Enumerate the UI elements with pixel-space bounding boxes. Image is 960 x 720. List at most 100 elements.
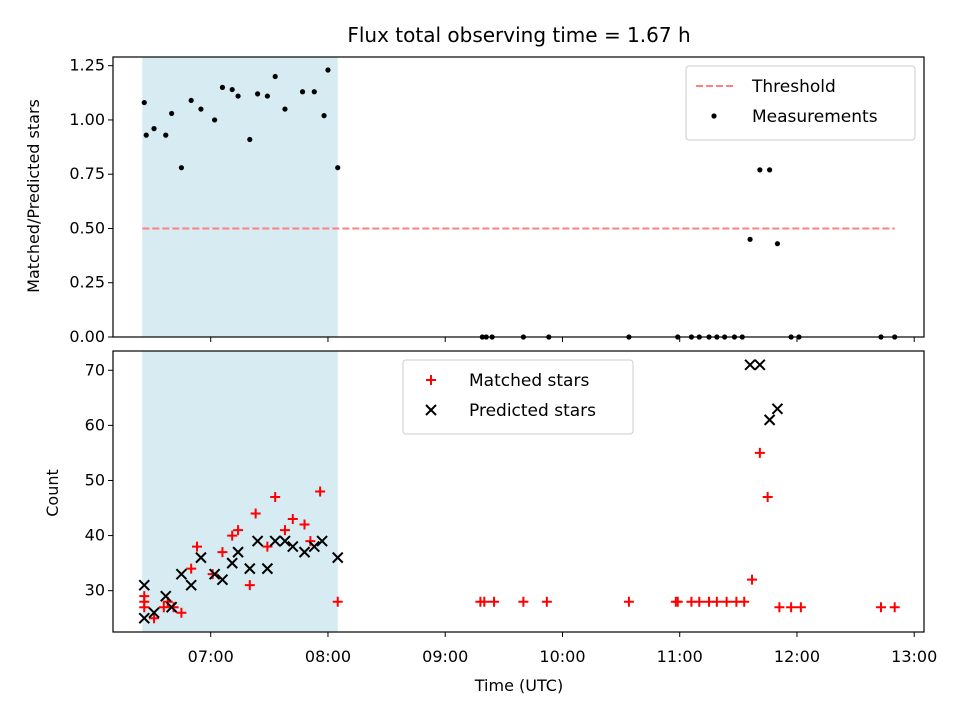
axes-frame [112, 350, 925, 633]
legend-measurement-swatch [711, 113, 717, 119]
predicted-star-point [316, 535, 328, 547]
predicted-star-point [226, 557, 238, 569]
measurement-point [767, 167, 773, 173]
y-tick-label: 70 [85, 360, 105, 379]
matched-star-point [332, 596, 343, 607]
x-tick-label: 07:00 [188, 647, 234, 666]
measurement-point [143, 132, 149, 138]
matched-star-point [244, 580, 255, 591]
measurement-point [178, 165, 184, 171]
predicted-star-point [287, 540, 299, 553]
measurement-point [282, 106, 288, 112]
matched-star-point [217, 547, 228, 558]
measurement-point [141, 99, 147, 106]
matched-star-point [186, 563, 197, 574]
predicted-star-point [160, 590, 172, 602]
matched-star-point [694, 596, 705, 607]
matched-star-point [672, 596, 683, 607]
x-tick-label: 13:00 [891, 647, 937, 666]
predicted-star-point [308, 540, 320, 553]
measurement-point [212, 117, 218, 123]
predicted-star-point [208, 568, 221, 580]
legend: Matched stars Predicted stars [402, 359, 634, 435]
chart-title: Flux total observing time = 1.67 h [347, 23, 690, 47]
axes-frame [112, 56, 925, 338]
x-axis-label: Time (UTC) [474, 676, 563, 695]
predicted-star-point [279, 535, 291, 547]
matched-star-point [192, 541, 203, 552]
legend-label: Predicted stars [469, 401, 596, 421]
matched-star-point [270, 492, 281, 503]
measurement-point [229, 86, 235, 93]
measurement-point [264, 93, 270, 99]
predicted-star-point [175, 568, 188, 580]
matched-star-point [227, 530, 238, 541]
matched-star-point [795, 602, 806, 613]
matched-star-point [541, 596, 552, 607]
measurement-point [325, 67, 331, 73]
y-tick-label: 40 [85, 526, 105, 545]
measurement-point [299, 89, 306, 95]
predicted-star-point [216, 573, 229, 586]
matched-star-point [305, 536, 316, 547]
measurement-point [169, 110, 175, 117]
matched-star-point [786, 602, 797, 613]
measurement-point [235, 93, 241, 99]
x-tick-label: 10:00 [539, 647, 585, 666]
measurement-point [774, 241, 781, 247]
legend-box [685, 65, 916, 141]
y-tick-label: 0.50 [69, 218, 105, 237]
measurement-point [757, 167, 763, 173]
legend-matched-swatch [426, 375, 436, 385]
legend: Threshold Measurements [685, 65, 916, 141]
predicted-star-point [138, 579, 150, 591]
y-tick-label: 0.25 [69, 273, 105, 292]
x-tick-label: 08:00 [305, 647, 351, 666]
measurement-point [335, 165, 341, 171]
legend-label: Measurements [752, 107, 878, 127]
matched-star-point [762, 492, 773, 503]
predicted-star-point [165, 601, 178, 613]
matched-star-point [158, 602, 169, 613]
predicted-star-point [251, 535, 264, 547]
legend-predicted-swatch [425, 404, 437, 416]
predicted-star-point [744, 359, 756, 371]
matched-star-point [315, 486, 326, 497]
y-tick-label: 0.75 [69, 164, 105, 183]
x-tick-label: 12:00 [774, 647, 820, 666]
predicted-star-point [298, 546, 311, 558]
measurement-point [311, 89, 317, 95]
matched-star-point [711, 596, 722, 607]
matched-star-point [754, 447, 765, 458]
y-tick-label: 50 [85, 470, 105, 489]
measurement-point [255, 91, 261, 97]
measurement-point [163, 132, 169, 138]
matched-star-point [149, 613, 160, 624]
matched-star-point [739, 596, 750, 607]
matched-star-point [479, 596, 490, 607]
predicted-star-point [261, 562, 274, 575]
matched-star-point [876, 602, 887, 613]
measurement-point [188, 97, 194, 104]
predicted-star-point [269, 535, 281, 547]
matched-star-point [747, 574, 758, 585]
predicted-star-point [332, 551, 344, 564]
predicted-star-point [148, 607, 160, 619]
measurement-point [219, 84, 226, 90]
predicted-star-point [195, 551, 207, 564]
measurement-point [321, 113, 327, 119]
predicted-star-point [244, 562, 256, 575]
predicted-star-point [763, 414, 776, 426]
y-tick-label: 0.00 [69, 327, 105, 346]
bottom-y-axis-label: Count [43, 469, 62, 517]
y-tick-label: 1.25 [69, 56, 105, 75]
matched-star-point [279, 525, 290, 536]
measurement-point [198, 106, 204, 112]
matched-star-point [518, 596, 529, 607]
measurement-point [151, 126, 157, 132]
matched-star-point [721, 596, 732, 607]
x-tick-label: 11:00 [657, 647, 703, 666]
matched-star-point [889, 602, 900, 613]
y-tick-label: 30 [85, 581, 105, 600]
observing-span [142, 57, 338, 337]
